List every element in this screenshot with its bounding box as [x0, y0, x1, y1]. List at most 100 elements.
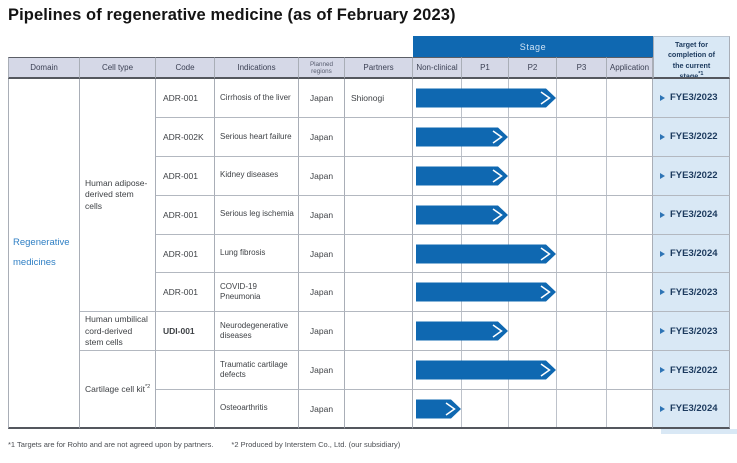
indication-cell: Serious heart failure — [215, 117, 299, 157]
stage-progress-bar — [416, 205, 508, 225]
code-cell: ADR-001 — [156, 234, 215, 274]
indication-cell: Serious leg ischemia — [215, 195, 299, 235]
stage-progress-bar — [416, 88, 556, 108]
column-header-non-clinical: Non-clinical — [413, 57, 462, 79]
code-cell — [156, 390, 215, 430]
bullet-triangle-icon — [660, 211, 665, 218]
target-column-header: Target for completion of the current sta… — [653, 36, 730, 79]
stage-lane — [413, 79, 653, 118]
target-value: FYE3/2022 — [670, 364, 718, 376]
footnotes: *1 Targets are for Rohto and are not agr… — [8, 440, 418, 449]
stage-band-header: Stage — [413, 36, 653, 57]
code-cell — [156, 351, 215, 391]
region-cell: Japan — [299, 79, 345, 118]
target-value: FYE3/2024 — [670, 248, 718, 259]
target-cell: FYE3/2023 — [653, 79, 730, 118]
bullet-triangle-icon — [660, 172, 665, 179]
stage-lane — [413, 312, 653, 352]
region-cell: Japan — [299, 234, 345, 274]
code-cell: ADR-002K — [156, 117, 215, 157]
target-cell: FYE3/2024 — [653, 195, 730, 235]
target-value: FYE3/2022 — [670, 170, 718, 182]
indication-cell: COVID-19 Pneumonia — [215, 273, 299, 313]
header-spacer — [8, 36, 413, 57]
target-cell: FYE3/2023 — [653, 312, 730, 352]
stage-lane — [413, 351, 653, 391]
bullet-triangle-icon — [660, 289, 665, 296]
stage-progress-bar — [416, 282, 556, 302]
column-header-partners: Partners — [345, 57, 413, 79]
stage-progress-bar — [416, 360, 556, 380]
partner-cell — [345, 195, 413, 235]
stage-progress-bar — [416, 166, 508, 186]
region-cell: Japan — [299, 117, 345, 157]
region-cell: Japan — [299, 312, 345, 352]
partner-cell — [345, 156, 413, 196]
target-cell: FYE3/2022 — [653, 117, 730, 157]
partner-cell — [345, 312, 413, 352]
partner-cell — [345, 273, 413, 313]
target-value: FYE3/2024 — [670, 209, 718, 221]
region-cell: Japan — [299, 351, 345, 391]
target-value: FYE3/2022 — [670, 131, 718, 143]
partner-cell: Shionogi — [345, 79, 413, 118]
bullet-triangle-icon — [660, 133, 665, 140]
column-header-cell-type: Cell type — [80, 57, 156, 79]
stage-lane — [413, 156, 653, 196]
partner-cell — [345, 390, 413, 430]
column-header-domain: Domain — [8, 57, 80, 79]
target-value: FYE3/2023 — [670, 286, 718, 298]
pipeline-table: Stage Target for completion of the curre… — [8, 36, 730, 430]
stage-progress-bar — [416, 321, 508, 341]
bullet-triangle-icon — [660, 405, 665, 412]
indication-cell: Osteoarthritis — [215, 390, 299, 430]
target-value: FYE3/2024 — [670, 403, 718, 415]
indication-cell: Kidney diseases — [215, 156, 299, 196]
stage-lane — [413, 195, 653, 235]
bullet-triangle-icon — [660, 328, 665, 335]
stage-lane — [413, 234, 653, 274]
code-cell: ADR-001 — [156, 273, 215, 313]
target-cell: FYE3/2024 — [653, 234, 730, 274]
column-header-planned-regions: Planned regions — [299, 57, 345, 79]
column-header-code: Code — [156, 57, 215, 79]
cell-type-adipose: Human adipose-derived stem cells — [80, 79, 156, 313]
partner-cell — [345, 234, 413, 274]
stage-progress-bar — [416, 399, 461, 419]
target-cell: FYE3/2022 — [653, 351, 730, 391]
partner-cell — [345, 351, 413, 391]
indication-cell: Neurodegenerative diseases — [215, 312, 299, 352]
footnote-1: *1 Targets are for Rohto and are not agr… — [8, 440, 214, 449]
region-cell: Japan — [299, 195, 345, 235]
column-header-application: Application — [607, 57, 653, 79]
column-header-indications: Indications — [215, 57, 299, 79]
stage-progress-bar — [416, 127, 508, 147]
bullet-triangle-icon — [660, 250, 665, 257]
target-header-label: Target for completion of the current sta… — [667, 40, 716, 79]
target-header-footnote-marker: *1 — [698, 71, 704, 78]
code-cell: ADR-001 — [156, 195, 215, 235]
cell-type-umbilical: Human umbilical cord-derived stem cells — [80, 312, 156, 352]
target-cell: FYE3/2024 — [653, 390, 730, 430]
region-cell: Japan — [299, 156, 345, 196]
target-cell: FYE3/2022 — [653, 156, 730, 196]
cell-type-cartilage: Cartilage cell kit*2 — [80, 351, 156, 430]
stage-progress-bar — [416, 244, 556, 263]
bullet-triangle-icon — [660, 94, 665, 101]
indication-cell: Cirrhosis of the liver — [215, 79, 299, 118]
bullet-triangle-icon — [660, 367, 665, 374]
column-header-p2: P2 — [509, 57, 557, 79]
region-cell: Japan — [299, 390, 345, 430]
code-cell: UDI-001 — [156, 312, 215, 352]
stage-lane — [413, 117, 653, 157]
region-cell: Japan — [299, 273, 345, 313]
partner-cell — [345, 117, 413, 157]
stage-lane — [413, 273, 653, 313]
column-header-p3: P3 — [557, 57, 607, 79]
indication-cell: Traumatic cartilage defects — [215, 351, 299, 391]
target-value: FYE3/2023 — [670, 92, 718, 104]
target-column-extension — [661, 429, 737, 434]
column-header-p1: P1 — [462, 57, 509, 79]
cartilage-footnote-marker: *2 — [145, 384, 151, 391]
